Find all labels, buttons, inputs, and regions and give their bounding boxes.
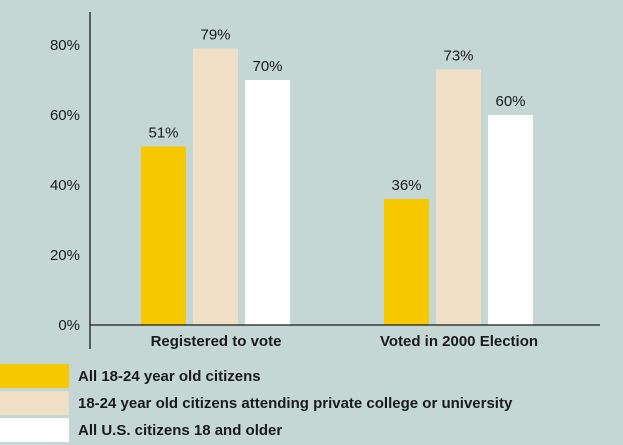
legend-swatch: [0, 418, 69, 442]
bar: [384, 199, 429, 325]
bar-value-label: 51%: [148, 125, 178, 142]
bar-value-label: 60%: [495, 93, 525, 110]
legend-label: All U.S. citizens 18 and older: [78, 422, 283, 439]
category-labels: Registered to vote Voted in 2000 Election: [151, 333, 538, 350]
legend-item: All U.S. citizens 18 and older: [0, 418, 623, 445]
y-tick-label: 60%: [50, 107, 80, 124]
legend-swatch: [0, 391, 69, 415]
y-tick-label: 0%: [58, 317, 80, 334]
bar-value-label: 70%: [252, 58, 282, 75]
data-labels: 51% 79% 70% 36% 73% 60%: [148, 27, 525, 195]
bar: [141, 146, 186, 325]
legend: All 18-24 year old citizens 18-24 year ol…: [0, 364, 623, 445]
category-label: Registered to vote: [151, 333, 282, 350]
bar: [488, 115, 533, 325]
y-tick-label: 40%: [50, 177, 80, 194]
legend-swatch: [0, 364, 69, 388]
bar: [436, 69, 481, 325]
bars: [141, 48, 533, 325]
bar-value-label: 79%: [200, 27, 230, 44]
legend-label: All 18-24 year old citizens: [78, 368, 261, 385]
legend-item: All 18-24 year old citizens: [0, 364, 623, 391]
legend-item: 18-24 year old citizens attending privat…: [0, 391, 623, 418]
category-label: Voted in 2000 Election: [380, 333, 538, 350]
legend-label: 18-24 year old citizens attending privat…: [78, 395, 513, 412]
bar-value-label: 73%: [443, 48, 473, 65]
bar: [193, 48, 238, 325]
y-tick-label: 80%: [50, 37, 80, 54]
y-axis-ticks: 0% 20% 40% 60% 80%: [50, 37, 80, 334]
bar-value-label: 36%: [391, 177, 421, 194]
bar: [245, 80, 290, 325]
y-tick-label: 20%: [50, 247, 80, 264]
bar-chart: 0% 20% 40% 60% 80% 51% 79% 70% 36% 73% 60% Regist…: [50, 12, 600, 350]
